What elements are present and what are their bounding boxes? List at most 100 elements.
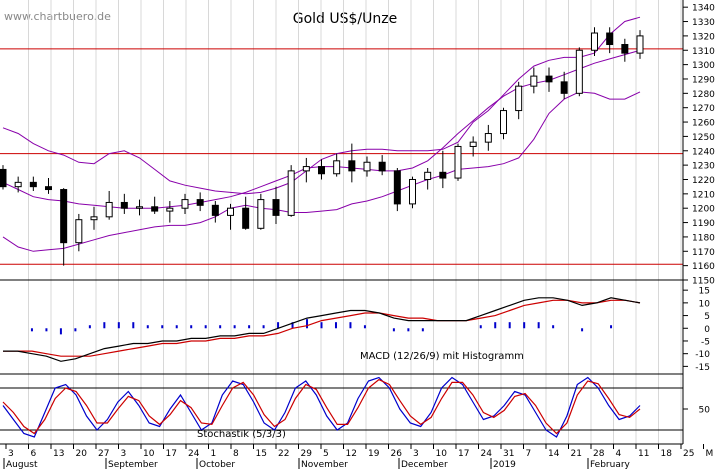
candle: [151, 196, 159, 214]
price-tick-label: 1210: [692, 190, 715, 200]
macd-tick-label: 15: [699, 287, 710, 297]
price-tick-label: 1290: [692, 75, 715, 85]
candle-body: [515, 85, 523, 112]
candle-body: [606, 32, 614, 46]
candle-body: [500, 110, 507, 135]
x-day-label: 31: [503, 449, 514, 459]
candle: [60, 188, 68, 266]
candle: [636, 30, 644, 59]
stochastic-panel: Stochastik (5/3/3): [0, 376, 683, 440]
candle-body: [318, 166, 325, 175]
candle: [560, 71, 568, 100]
candle-body: [409, 178, 416, 205]
candle-body: [636, 35, 644, 54]
x-day-label: M: [706, 449, 714, 459]
candle: [530, 67, 538, 94]
x-day-label: 3: [8, 449, 14, 459]
macd-line: [3, 297, 641, 362]
x-day-label: 10: [143, 449, 155, 459]
x-day-label: 21: [571, 449, 582, 459]
x-axis: 3 6 13 20 27 3 10 17 24 1 8 15 22 29 5 12 19 26 3 10 17 24 31 7…: [3, 444, 714, 469]
macd-tick-label: -15: [695, 363, 710, 373]
x-day-label: 13: [53, 449, 64, 459]
vertical-gridlines: [28, 0, 682, 444]
price-tick-label: 1200: [692, 205, 715, 215]
candle: [90, 206, 98, 230]
stochastic-lines: [2, 376, 641, 438]
candle-body: [302, 166, 310, 172]
price-tick-label: 1190: [692, 219, 715, 229]
x-day-label: 7: [526, 449, 532, 459]
candle: [302, 157, 310, 183]
candle-body: [424, 171, 432, 180]
price-tick-label: 1310: [692, 47, 715, 57]
price-tick-label: 1300: [692, 61, 715, 71]
x-month-label: November: [301, 460, 348, 469]
x-day-label: 17: [458, 449, 469, 459]
macd-label: MACD (12/26/9) mit Histogramm: [360, 351, 524, 362]
candle: [211, 201, 219, 223]
stochastic-label: Stochastik (5/3/3): [197, 429, 286, 440]
macd-lines: [3, 297, 641, 362]
candle: [242, 196, 250, 230]
x-day-label: 27: [98, 449, 109, 459]
x-day-label: 24: [481, 449, 493, 459]
candle: [363, 156, 371, 177]
candle-body: [333, 160, 341, 175]
candle-body: [621, 44, 629, 54]
candle: [136, 199, 143, 216]
candle-body: [45, 186, 52, 191]
price-tick-label: 1240: [692, 147, 715, 157]
candle-body: [439, 171, 447, 179]
candles: [0, 27, 644, 266]
candle: [454, 143, 462, 181]
price-tick-label: 1320: [692, 32, 715, 42]
macd-tick-label: 5: [704, 312, 710, 322]
candle-body: [257, 199, 265, 229]
candle-body: [530, 75, 538, 87]
candle-body: [348, 160, 356, 172]
x-day-label: 3: [121, 449, 127, 459]
candle: [393, 168, 401, 212]
price-tick-label: 1150: [692, 277, 715, 287]
macd-tick-label: -5: [701, 337, 710, 347]
candle-body: [29, 181, 37, 188]
price-tick-label: 1340: [692, 4, 715, 14]
candle-body: [227, 207, 234, 216]
price-tick-label: 1170: [692, 248, 715, 258]
price-tick-label: 1260: [692, 119, 715, 129]
x-day-label: 4: [616, 449, 622, 459]
candle-body: [105, 201, 113, 218]
candle-body: [287, 170, 295, 216]
candle: [75, 213, 83, 252]
candle: [29, 176, 37, 191]
x-day-label: 22: [278, 449, 289, 459]
candle: [181, 193, 189, 214]
candle-body: [560, 81, 568, 94]
candle-body: [136, 206, 143, 209]
stochastic-k-line: [2, 376, 641, 438]
candle: [196, 192, 204, 212]
x-month-label: 2019: [493, 460, 516, 469]
candle-body: [196, 199, 204, 206]
candle: [227, 203, 234, 230]
x-day-label: 5: [323, 449, 329, 459]
candle: [439, 150, 447, 189]
candle: [500, 107, 507, 140]
candle: [484, 124, 492, 151]
stoch-tick-label: 50: [699, 406, 711, 416]
candle: [166, 201, 174, 223]
candle: [120, 193, 128, 214]
candle: [318, 159, 325, 180]
candle-body: [272, 199, 280, 216]
candle: [272, 186, 280, 224]
price-horizontal-lines: [0, 48, 683, 265]
candle: [575, 47, 583, 97]
x-day-label: 20: [76, 449, 88, 459]
candle-body: [393, 170, 401, 205]
macd-tick-label: 0: [704, 325, 710, 335]
candle: [591, 27, 598, 56]
candle-body: [469, 141, 477, 147]
price-tick-label: 1180: [692, 233, 715, 243]
